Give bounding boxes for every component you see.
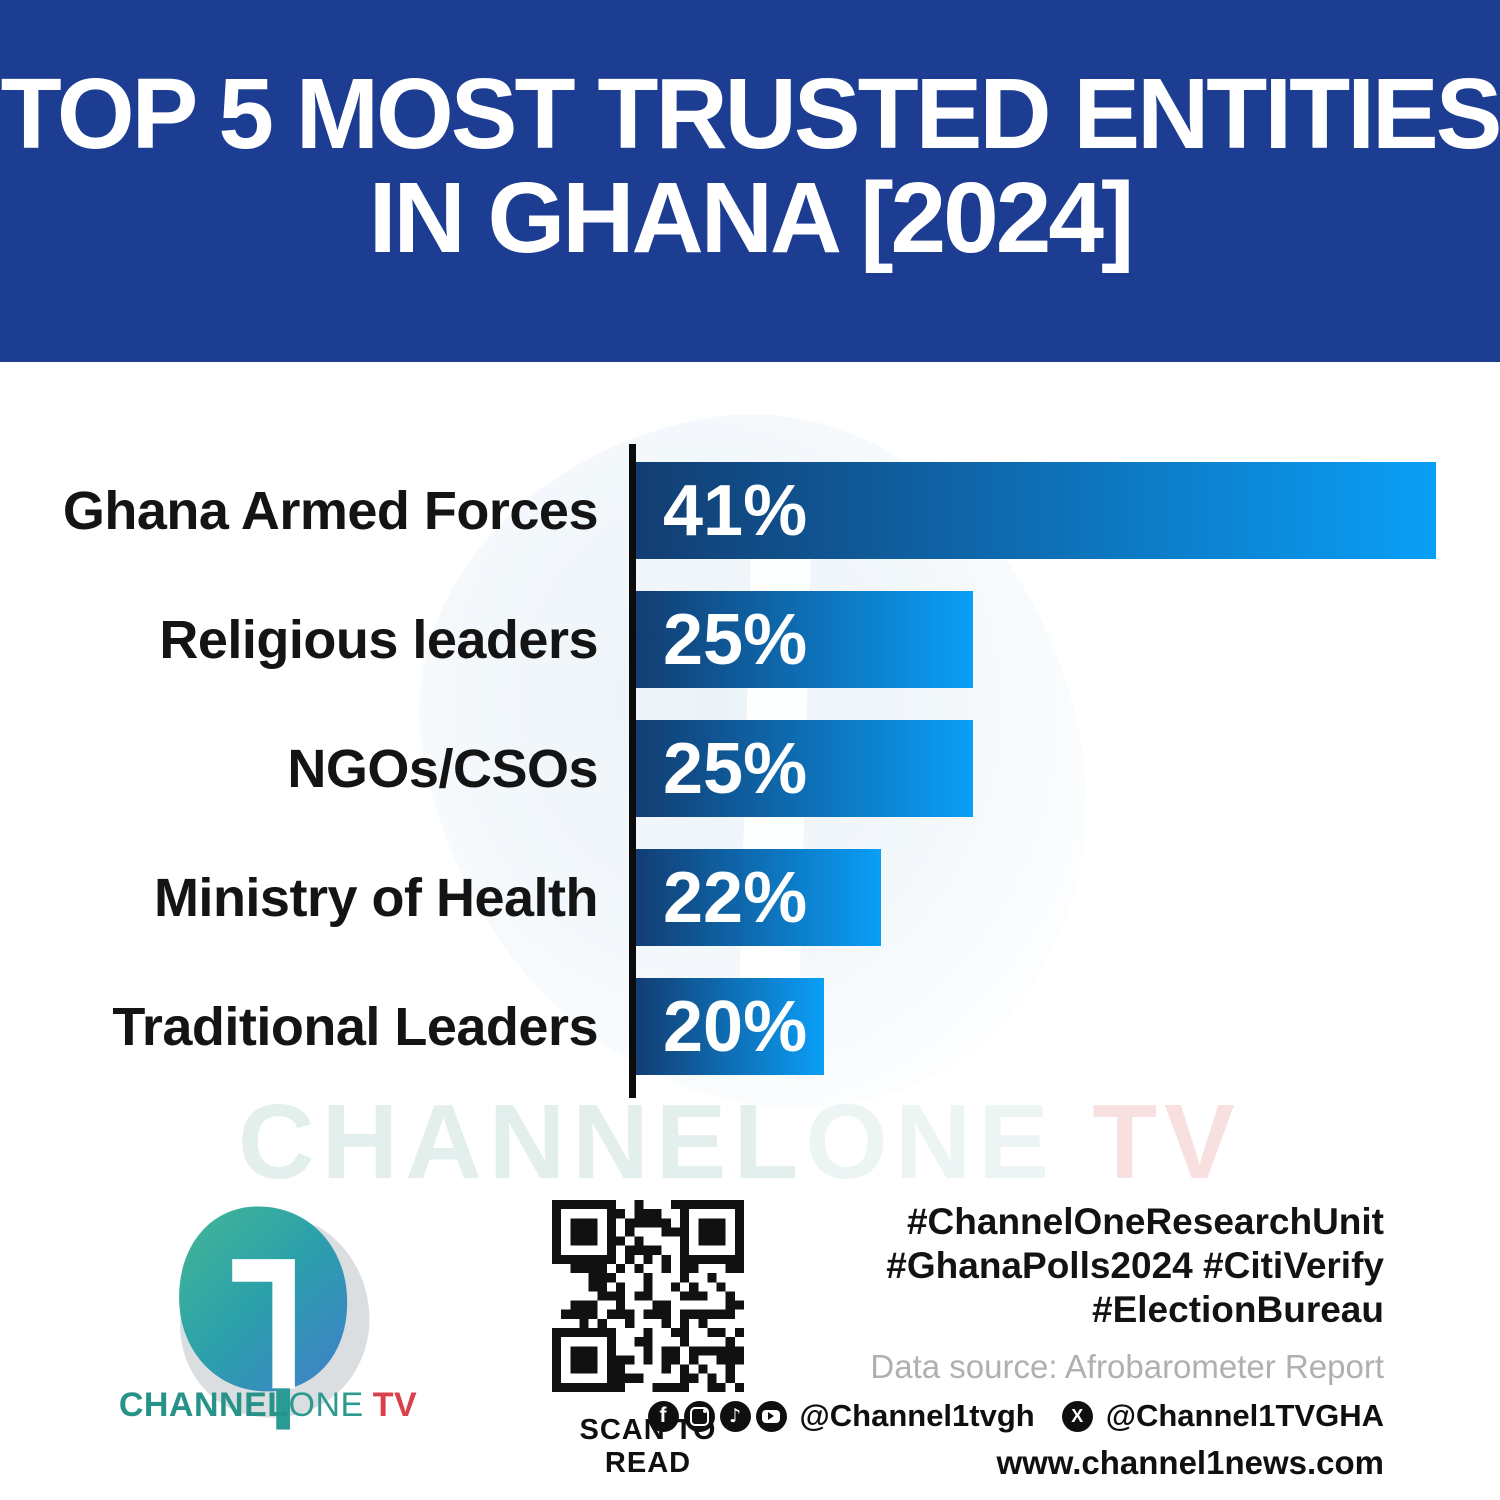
tiktok-icon: ♪ (719, 1400, 751, 1432)
category-label: NGOs/CSOs (287, 738, 598, 799)
category-label: Ministry of Health (153, 867, 599, 928)
youtube-icon (755, 1400, 787, 1432)
hashtag-line-2: #GhanaPolls2024 #CitiVerify (886, 1245, 1384, 1286)
logo-word-channel: CHANNEL (118, 1386, 289, 1424)
bar: 20% (636, 978, 824, 1075)
logo-wordmark: CHANNELONE TV (118, 1386, 418, 1425)
watermark-part-one: ONE (805, 1083, 1056, 1201)
value-label: 25% (663, 599, 808, 680)
bar: 22% (636, 849, 881, 946)
facebook-icon: f (647, 1400, 679, 1432)
qr-code (552, 1200, 744, 1392)
social-handle-x: @Channel1TVGHA (1105, 1398, 1384, 1433)
channel-one-logo (179, 1206, 370, 1430)
value-label: 41% (663, 470, 808, 551)
hashtag-line-3: #ElectionBureau (1092, 1289, 1384, 1330)
bar: 25% (636, 720, 973, 817)
social-handle-main: @Channel1tvgh (799, 1398, 1035, 1433)
website-url: www.channel1news.com (996, 1444, 1384, 1481)
page-title: TOP 5 MOST TRUSTED ENTITIES IN GHANA [20… (0, 62, 1500, 270)
value-label: 20% (663, 986, 808, 1067)
hashtag-line-1: #ChannelOneResearchUnit (906, 1201, 1384, 1242)
bar: 25% (636, 591, 973, 688)
footer-right-block: #ChannelOneResearchUnit #GhanaPolls2024 … (647, 1200, 1384, 1482)
social-row: f ♪ @Channel1tvgh X @Channel1TVGHA (647, 1398, 1384, 1434)
page-title-line1: TOP 5 MOST TRUSTED ENTITIES (0, 58, 1500, 170)
page-title-line2: IN GHANA [2024] (368, 162, 1135, 274)
logo-teal-blob (179, 1206, 348, 1392)
category-label: Ghana Armed Forces (62, 480, 599, 541)
logo-word-one: ONE (288, 1386, 364, 1424)
logo-word-tv: TV (372, 1386, 418, 1424)
y-axis-line (629, 444, 636, 1098)
watermark-part-tv: TV (1055, 1083, 1242, 1201)
qr-block: SCAN TO READ (552, 1200, 744, 1480)
value-label: 25% (663, 728, 808, 809)
watermark-part-channel: CHANNEL (238, 1083, 806, 1201)
category-label: Religious leaders (159, 609, 598, 670)
instagram-icon (683, 1400, 715, 1432)
value-label: 22% (663, 857, 808, 938)
bar: 41% (636, 462, 1436, 559)
category-label: Traditional Leaders (112, 996, 598, 1057)
data-source-text: Data source: Afrobarometer Report (870, 1348, 1384, 1385)
logo-numeral-tail (276, 1388, 290, 1430)
x-icon: X (1061, 1400, 1093, 1432)
watermark-wordmark: CHANNELONE TV (238, 1082, 1242, 1203)
logo-numeral-1 (232, 1259, 295, 1389)
header-banner: TOP 5 MOST TRUSTED ENTITIES IN GHANA [20… (0, 0, 1500, 362)
